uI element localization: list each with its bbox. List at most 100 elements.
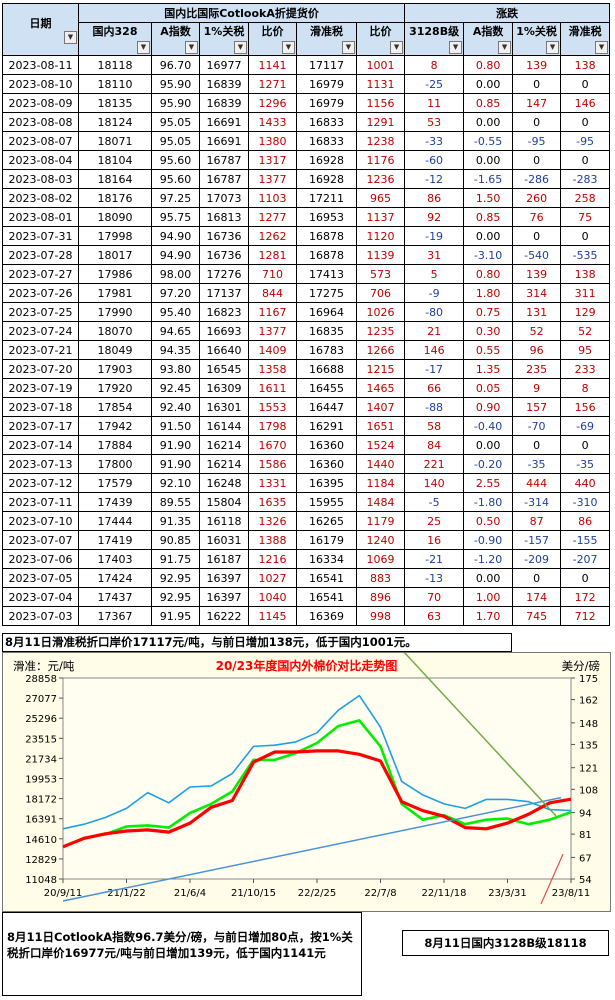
filter-dropdown-icon[interactable]: ▼ (137, 41, 150, 54)
filter-dropdown-icon[interactable]: ▼ (390, 41, 404, 54)
col-header-8[interactable]: A指数 ▼ (463, 22, 514, 56)
group-header-change: 涨跌 (404, 3, 611, 23)
table-cell: 0 (512, 568, 562, 588)
table-cell: 1027 (248, 568, 297, 588)
table-cell: 95.40 (151, 302, 200, 322)
table-row: 2023-08-02 18176 97.25 17073 1103 17211 965 86 1… (2, 188, 611, 208)
table-cell: 2023-08-01 (2, 207, 79, 227)
table-cell: 0.55 (463, 340, 514, 360)
table-cell: -88 (404, 397, 465, 417)
table-cell: 16928 (296, 169, 357, 189)
table-cell: -95 (512, 131, 562, 151)
table-cell: 16545 (199, 359, 249, 379)
table-cell: 17419 (78, 530, 152, 550)
table-cell: -3.10 (463, 245, 514, 265)
chart-title: 20/23年度国内外棉价对比走势图 (216, 658, 398, 673)
y-left-tick-label: 27077 (25, 694, 57, 705)
col-header-date[interactable]: 日期 ▼ (2, 3, 79, 56)
table-cell: -12 (404, 169, 465, 189)
table-cell: -0.90 (463, 530, 514, 550)
table-cell: 1798 (248, 416, 297, 436)
table-cell: 18164 (78, 169, 152, 189)
table-cell: 95.05 (151, 131, 200, 151)
filter-dropdown-icon[interactable]: ▼ (449, 41, 463, 54)
table-cell: 0 (512, 150, 562, 170)
table-cell: 0 (560, 568, 611, 588)
col-header-3[interactable]: 1%关税 ▼ (199, 22, 249, 56)
col-header-1[interactable]: 国内328 ▼ (78, 22, 152, 56)
table-row: 2023-07-03 17367 91.95 16222 1145 16369 998 63 1… (2, 606, 611, 626)
filter-dropdown-icon[interactable]: ▼ (282, 41, 295, 54)
table-row: 2023-07-13 17800 91.90 16214 1586 16360 1440 22… (2, 454, 611, 474)
col-header-9[interactable]: 1%关税 ▼ (512, 22, 562, 56)
table-cell: 18124 (78, 112, 152, 132)
filter-dropdown-icon[interactable]: ▼ (234, 41, 247, 54)
table-cell: 16369 (296, 606, 357, 626)
table-row: 2023-08-01 18090 95.75 16813 1277 16953 1137 92… (2, 207, 611, 227)
table-cell: 18104 (78, 150, 152, 170)
filter-dropdown-icon[interactable]: ▼ (498, 41, 512, 54)
table-cell: -535 (560, 245, 611, 265)
table-cell: 31 (404, 245, 465, 265)
table-row: 2023-07-11 17439 89.55 15804 1635 15955 1484 -5… (2, 492, 611, 512)
x-tick-label: 20/9/11 (44, 888, 83, 899)
table-cell: 16 (404, 530, 465, 550)
table-cell: -310 (560, 492, 611, 512)
table-row: 2023-07-05 17424 92.95 16397 1027 16541 883 -13… (2, 568, 611, 588)
filter-dropdown-icon[interactable]: ▼ (185, 41, 198, 54)
table-cell: 95.90 (151, 74, 200, 94)
table-cell: 1141 (248, 55, 297, 75)
table-cell: 17444 (78, 511, 152, 531)
table-cell: 16360 (296, 454, 357, 474)
table-cell: 17920 (78, 378, 152, 398)
table-cell: 76 (512, 207, 562, 227)
col-header-10[interactable]: 滑准税 ▼ (560, 22, 611, 56)
table-cell: 16835 (296, 321, 357, 341)
note-sliding-tariff: 8月11日滑准税折口岸价17117元/吨，与前日增加138元，低于国内1001元… (2, 633, 512, 652)
table-cell: 63 (404, 606, 465, 626)
col-header-7[interactable]: 3128B级 ▼ (404, 22, 465, 56)
table-cell: 1465 (355, 378, 406, 398)
table-cell: 93.80 (151, 359, 200, 379)
y-axis-left-label: 滑准：元/吨 (13, 659, 75, 673)
table-cell: -13 (404, 568, 465, 588)
callout-line-note (402, 650, 557, 817)
table-cell: 91.50 (151, 416, 200, 436)
table-cell: -25 (404, 74, 465, 94)
table-cell: -95 (560, 131, 611, 151)
col-header-label: A指数 (472, 25, 504, 38)
filter-dropdown-icon[interactable]: ▼ (64, 30, 77, 44)
table-row: 2023-08-03 18164 95.60 16787 1377 16928 1236 -1… (2, 169, 611, 189)
table-cell: 1.70 (463, 606, 514, 626)
table-cell: 16334 (296, 549, 357, 569)
table-cell: 15955 (296, 492, 357, 512)
col-header-5[interactable]: 滑准税 ▼ (296, 22, 357, 56)
table-cell: 1137 (355, 207, 406, 227)
col-header-2[interactable]: A指数 ▼ (151, 22, 200, 56)
table-cell: 16214 (199, 435, 249, 455)
table-cell: 0.00 (463, 435, 514, 455)
col-header-4[interactable]: 比价 ▼ (248, 22, 297, 56)
col-header-6[interactable]: 比价 ▼ (355, 22, 406, 56)
table-cell: -157 (512, 530, 562, 550)
table-cell: 16309 (199, 378, 249, 398)
table-row: 2023-07-28 18017 94.90 16736 1281 16878 1139 31… (2, 245, 611, 265)
table-cell: 1380 (248, 131, 297, 151)
filter-dropdown-icon[interactable]: ▼ (342, 41, 355, 54)
table-cell: 53 (404, 112, 465, 132)
table-cell: 16179 (296, 530, 357, 550)
table-cell: -17 (404, 359, 465, 379)
table-cell: 2023-08-09 (2, 93, 79, 113)
y-left-tick-label: 19953 (25, 775, 57, 786)
filter-dropdown-icon[interactable]: ▼ (595, 41, 609, 54)
table-cell: 0.80 (463, 264, 514, 284)
table-cell: 2023-07-28 (2, 245, 79, 265)
table-cell: 1179 (355, 511, 406, 531)
table-cell: 17413 (296, 264, 357, 284)
filter-dropdown-icon[interactable]: ▼ (546, 41, 560, 54)
table-cell: 172 (560, 587, 611, 607)
y-right-tick-label: 94 (579, 809, 592, 820)
table-row: 2023-07-12 17579 92.10 16248 1331 16395 1184 14… (2, 473, 611, 493)
table-cell: 1484 (355, 492, 406, 512)
table-cell: -283 (560, 169, 611, 189)
